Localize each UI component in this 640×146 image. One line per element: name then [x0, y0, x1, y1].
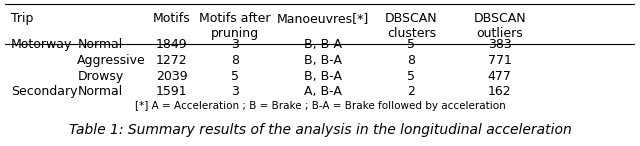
Text: Trip: Trip: [11, 12, 33, 25]
Text: [*] A = Acceleration ; B = Brake ; B-A = Brake followed by acceleration: [*] A = Acceleration ; B = Brake ; B-A =…: [134, 101, 506, 112]
Text: Motifs: Motifs: [153, 12, 191, 25]
Text: 5: 5: [231, 70, 239, 83]
Text: Drowsy: Drowsy: [77, 70, 124, 83]
Text: B, B-A: B, B-A: [304, 38, 342, 51]
Text: 5: 5: [408, 70, 415, 83]
Text: 1272: 1272: [156, 54, 188, 67]
Text: DBSCAN
outliers: DBSCAN outliers: [474, 12, 526, 40]
Text: Manoeuvres[*]: Manoeuvres[*]: [277, 12, 369, 25]
Text: 1849: 1849: [156, 38, 188, 51]
Text: B, B-A: B, B-A: [304, 54, 342, 67]
Text: 2: 2: [408, 85, 415, 98]
Text: 5: 5: [408, 38, 415, 51]
Text: Motifs after
pruning: Motifs after pruning: [199, 12, 271, 40]
Text: DBSCAN
clusters: DBSCAN clusters: [385, 12, 438, 40]
Text: 2039: 2039: [156, 70, 188, 83]
Text: 477: 477: [488, 70, 511, 83]
Text: Table 1: Summary results of the analysis in the longitudinal acceleration: Table 1: Summary results of the analysis…: [68, 123, 572, 137]
Text: 3: 3: [231, 85, 239, 98]
Text: 162: 162: [488, 85, 511, 98]
Text: 383: 383: [488, 38, 511, 51]
Text: 8: 8: [408, 54, 415, 67]
Text: 8: 8: [231, 54, 239, 67]
Text: Aggressive: Aggressive: [77, 54, 146, 67]
Text: Normal: Normal: [77, 38, 122, 51]
Text: Secondary: Secondary: [11, 85, 77, 98]
Text: Motorway: Motorway: [11, 38, 72, 51]
Text: 1591: 1591: [156, 85, 188, 98]
Text: A, B-A: A, B-A: [304, 85, 342, 98]
Text: Normal: Normal: [77, 85, 122, 98]
Text: 3: 3: [231, 38, 239, 51]
Text: 771: 771: [488, 54, 511, 67]
Text: B, B-A: B, B-A: [304, 70, 342, 83]
